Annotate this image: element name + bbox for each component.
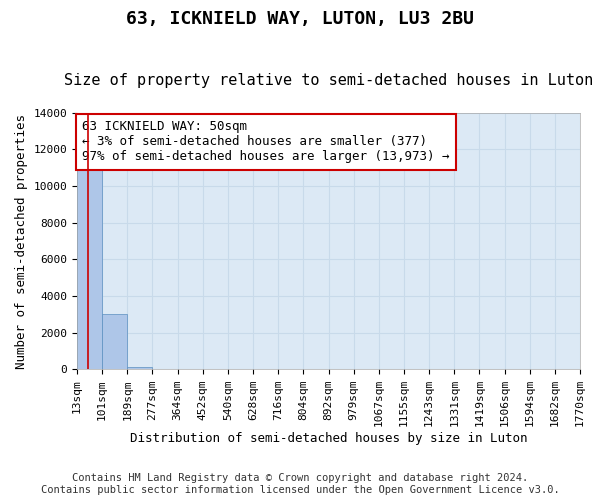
Text: 63, ICKNIELD WAY, LUTON, LU3 2BU: 63, ICKNIELD WAY, LUTON, LU3 2BU (126, 10, 474, 28)
Bar (77, 122, 102, 370)
Text: Contains HM Land Registry data © Crown copyright and database right 2024.
Contai: Contains HM Land Registry data © Crown c… (41, 474, 559, 495)
Bar (127, 366, 152, 370)
Text: 63 ICKNIELD WAY: 50sqm
← 3% of semi-detached houses are smaller (377)
97% of sem: 63 ICKNIELD WAY: 50sqm ← 3% of semi-deta… (82, 120, 449, 164)
X-axis label: Distribution of semi-detached houses by size in Luton: Distribution of semi-detached houses by … (130, 432, 527, 445)
Y-axis label: Number of semi-detached properties: Number of semi-detached properties (15, 114, 28, 368)
Title: Size of property relative to semi-detached houses in Luton: Size of property relative to semi-detach… (64, 73, 593, 88)
Bar (102, 314, 127, 370)
